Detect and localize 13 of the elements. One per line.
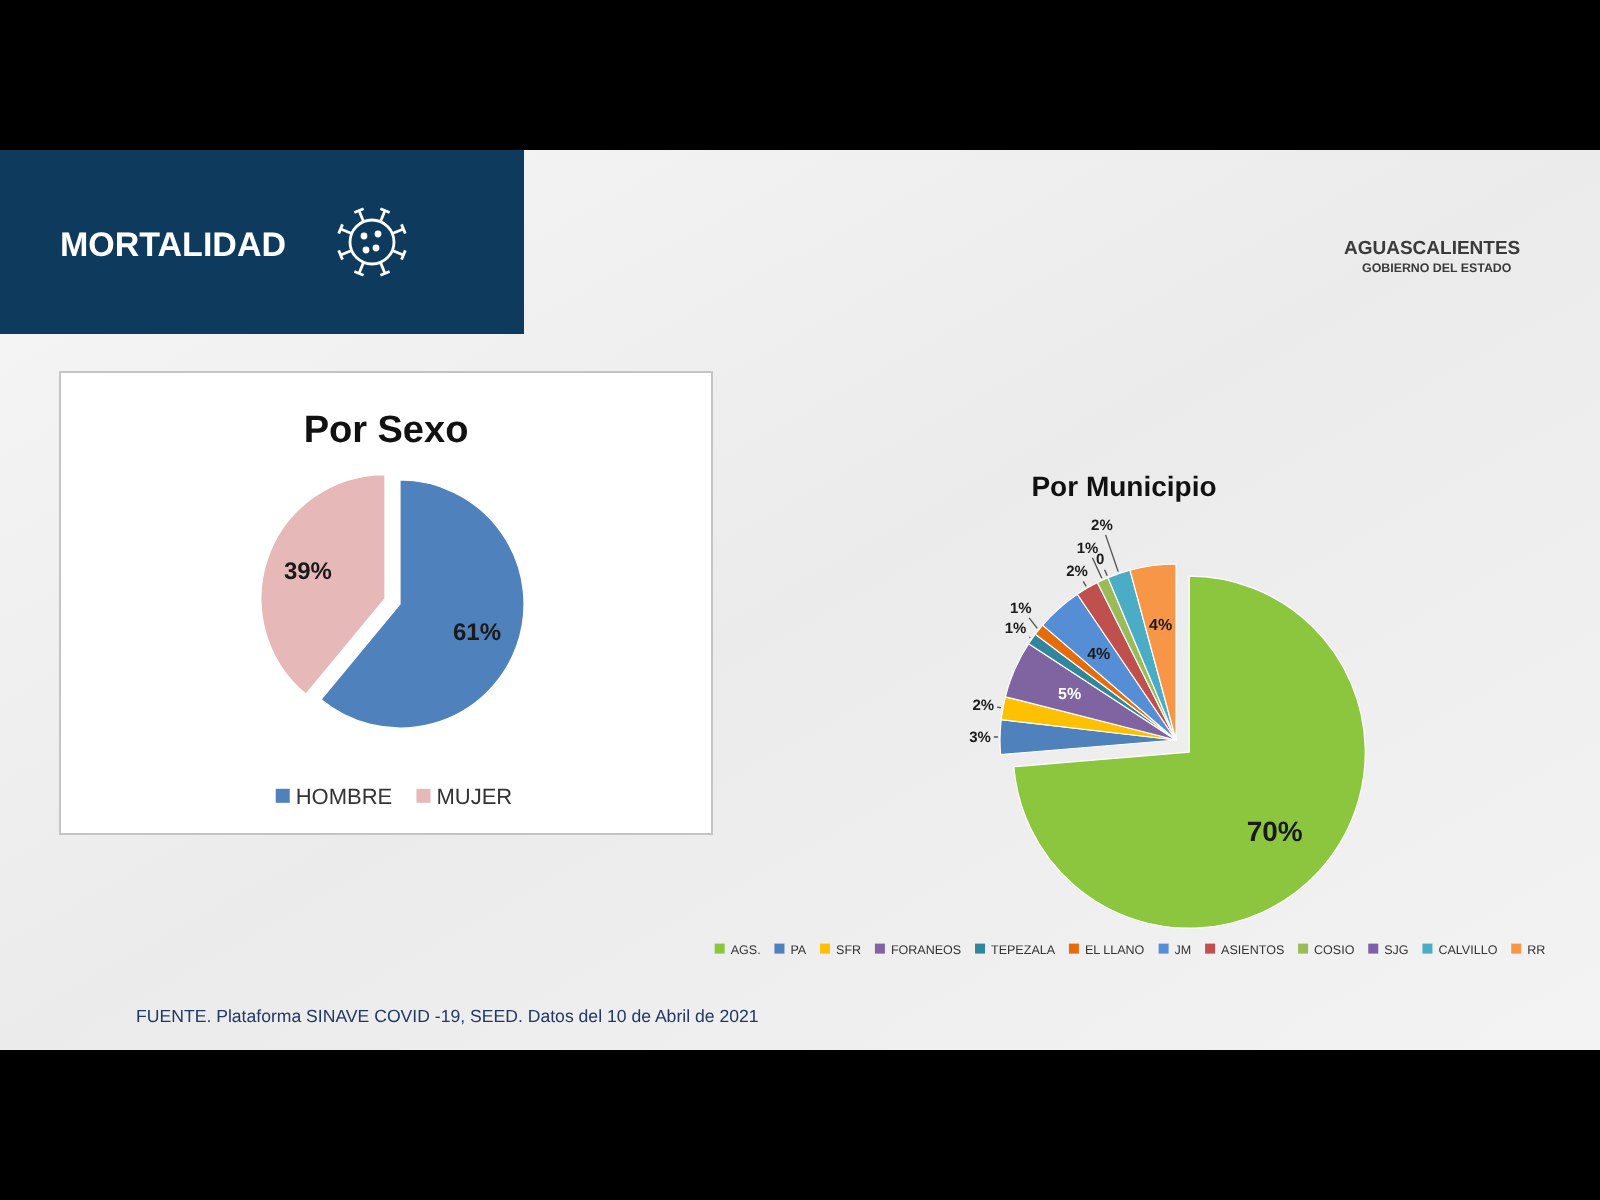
- data-label: 61%: [452, 618, 502, 647]
- data-label: 39%: [283, 557, 333, 586]
- text: MORTALIDAD: [60, 226, 286, 264]
- data-label: 4%: [1087, 644, 1111, 663]
- source-note: FUENTE. Plataforma SINAVE COVID -19, SEED. Datos del 10 de Abril de 2021: [136, 1006, 759, 1026]
- text: AGUASCALIENTES: [1344, 238, 1521, 260]
- data-label: 4%: [1149, 616, 1173, 635]
- data-label: 5%: [1058, 684, 1082, 703]
- legend-label: MUJER: [436, 786, 513, 810]
- legend-label: HOMBRE: [295, 786, 393, 810]
- chart-title: Por Municipio: [1031, 470, 1217, 502]
- data-label: 70%: [1246, 814, 1304, 847]
- chart-title: Por Sexo: [303, 410, 469, 452]
